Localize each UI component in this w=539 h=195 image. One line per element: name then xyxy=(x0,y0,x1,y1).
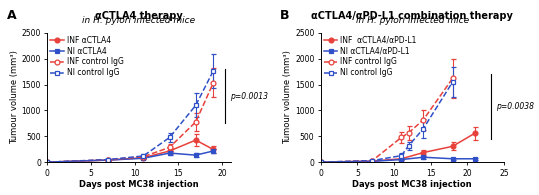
Text: B: B xyxy=(280,9,290,22)
Y-axis label: Tumour volume (mm³): Tumour volume (mm³) xyxy=(283,51,292,144)
Legend: INF  αCTLA4/αPD-L1, NI αCTLA4/αPD-L1, INF control IgG, NI control IgG: INF αCTLA4/αPD-L1, NI αCTLA4/αPD-L1, INF… xyxy=(323,35,418,78)
Text: in H. pylori infected mice: in H. pylori infected mice xyxy=(356,16,469,25)
X-axis label: Days post MC38 injection: Days post MC38 injection xyxy=(353,180,472,190)
Title: αCTLA4 therapy: αCTLA4 therapy xyxy=(95,11,183,21)
Title: αCTLA4/αPD-L1 combination therapy: αCTLA4/αPD-L1 combination therapy xyxy=(312,11,513,21)
Legend: INF αCTLA4, NI αCTLA4, INF control IgG, NI control IgG: INF αCTLA4, NI αCTLA4, INF control IgG, … xyxy=(50,35,125,78)
Text: p=0.0013: p=0.0013 xyxy=(230,92,268,101)
Y-axis label: Tumour volume (mm³): Tumour volume (mm³) xyxy=(10,51,19,144)
Text: in H. pylori infected mice: in H. pylori infected mice xyxy=(82,16,196,25)
Text: A: A xyxy=(7,9,17,22)
Text: p=0.0038: p=0.0038 xyxy=(496,102,534,111)
X-axis label: Days post MC38 injection: Days post MC38 injection xyxy=(79,180,199,190)
